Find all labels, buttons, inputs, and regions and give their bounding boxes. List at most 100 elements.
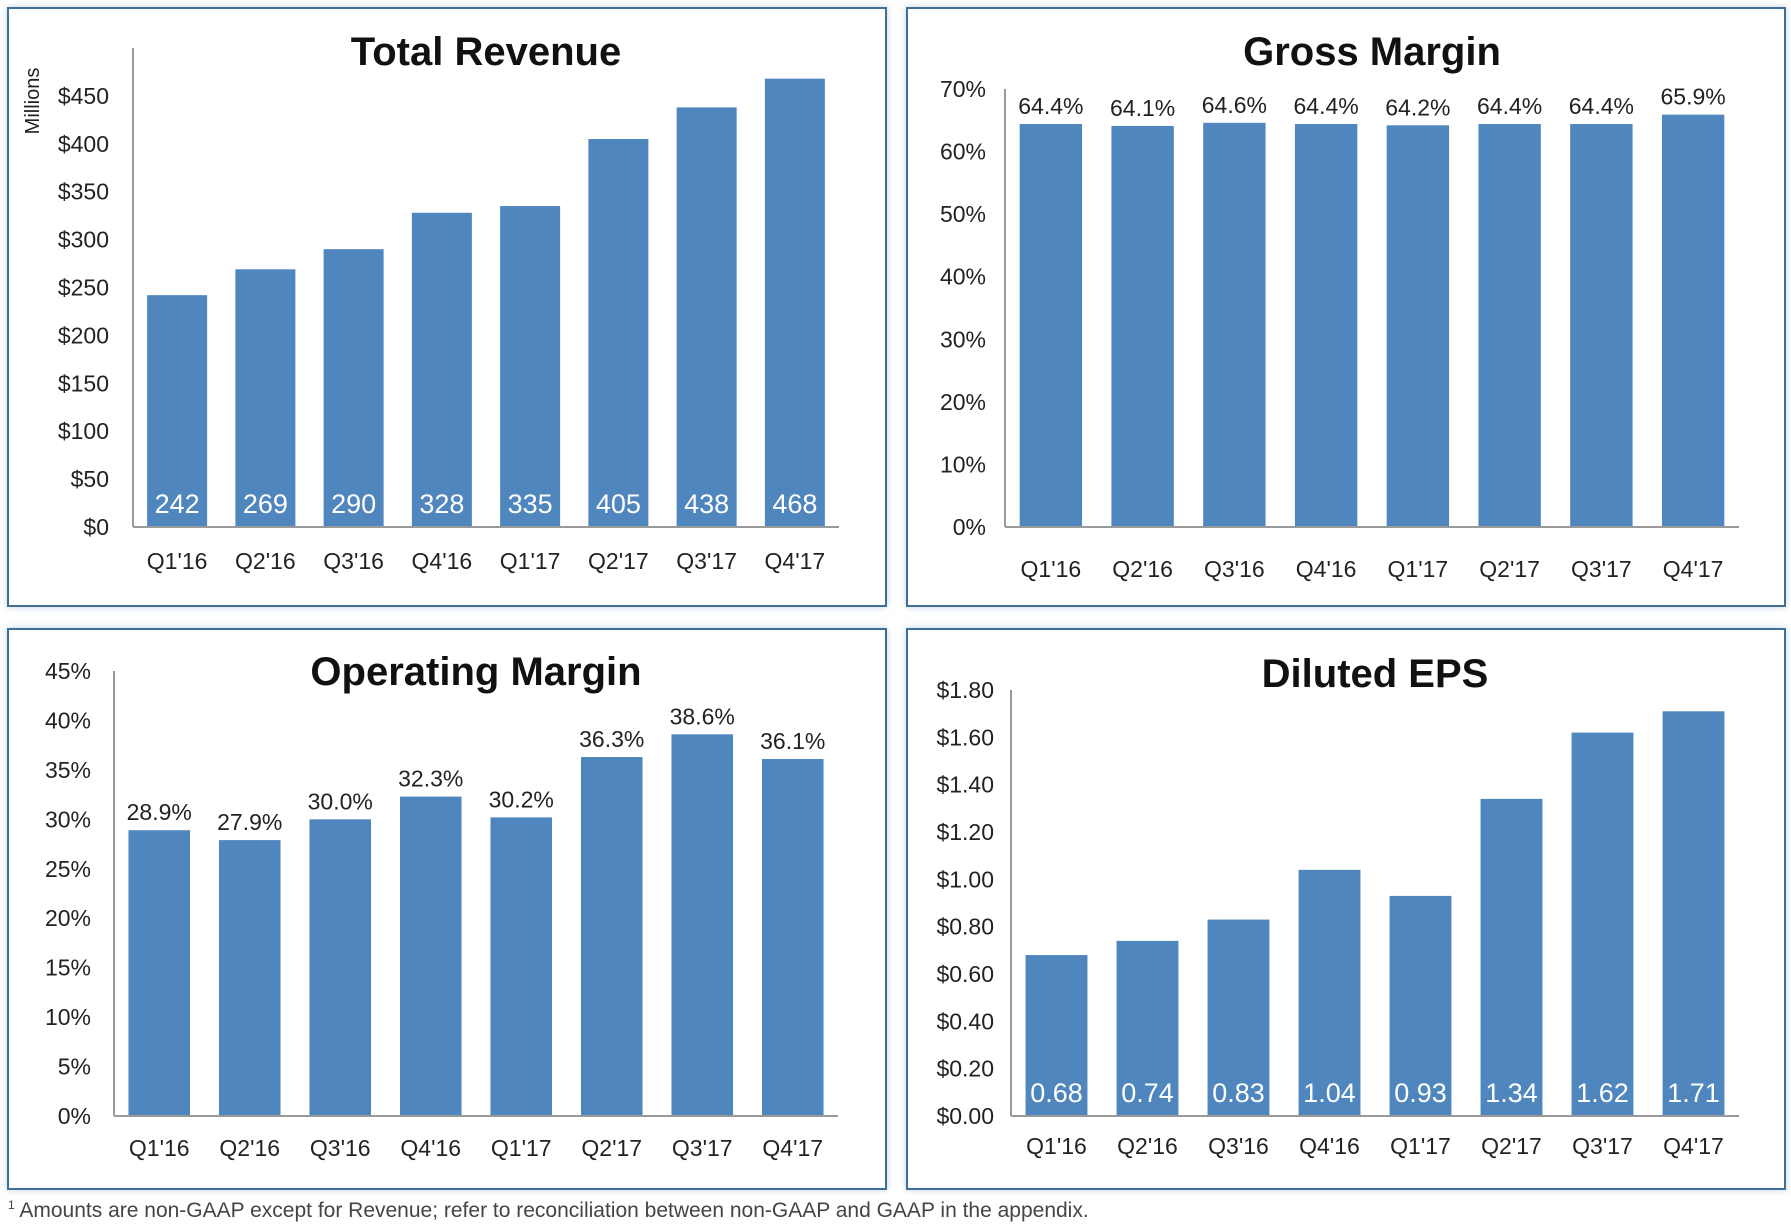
- x-tick-label: Q4'16: [412, 548, 473, 574]
- x-tick-label: Q4'16: [1299, 1133, 1360, 1159]
- y-tick-label: $1.20: [936, 819, 994, 845]
- y-tick-label: $300: [58, 227, 109, 253]
- data-label: 1.62: [1576, 1078, 1629, 1108]
- bar-Q2'17: [588, 139, 649, 527]
- bar-Q3'17: [1571, 732, 1634, 1116]
- bar-Q4'16: [1298, 869, 1361, 1116]
- bar-Q2'16: [1111, 125, 1174, 527]
- x-tick-label: Q4'16: [1296, 556, 1357, 582]
- data-label: 335: [508, 489, 553, 519]
- bar-Q3'17: [676, 107, 737, 528]
- bar-Q3'17: [671, 734, 734, 1116]
- y-tick-label: 30%: [940, 326, 986, 352]
- y-axis-label: Millions: [22, 68, 44, 135]
- data-label: 28.9%: [127, 799, 192, 825]
- x-tick-label: Q1'16: [1026, 1133, 1087, 1159]
- bar-Q3'17: [1570, 124, 1633, 527]
- x-tick-label: Q4'17: [765, 548, 826, 574]
- x-tick-label: Q3'17: [676, 548, 737, 574]
- y-tick-label: $0: [83, 514, 109, 540]
- bar-Q4'17: [1661, 114, 1725, 527]
- chart-title: Gross Margin: [1243, 30, 1501, 74]
- y-tick-label: 35%: [45, 757, 91, 783]
- y-tick-label: $350: [58, 179, 109, 205]
- y-tick-label: $100: [58, 418, 109, 444]
- x-tick-label: Q3'17: [672, 1135, 733, 1161]
- y-tick-label: $150: [58, 370, 109, 396]
- x-tick-label: Q2'17: [1479, 556, 1540, 582]
- data-label: 36.1%: [760, 728, 825, 754]
- bar-Q1'16: [1019, 124, 1083, 527]
- data-label: 405: [596, 489, 641, 519]
- bar-Q4'17: [764, 78, 825, 527]
- y-tick-label: 20%: [45, 905, 91, 931]
- bar-Q1'17: [490, 817, 553, 1116]
- footnote-marker: 1: [8, 1198, 15, 1212]
- data-label: 64.1%: [1110, 95, 1175, 121]
- x-tick-label: Q3'17: [1571, 556, 1632, 582]
- data-label: 64.6%: [1202, 92, 1267, 118]
- bar-Q2'17: [580, 757, 643, 1116]
- y-tick-label: $1.00: [936, 866, 994, 892]
- y-tick-label: $1.80: [936, 677, 994, 703]
- y-tick-label: 50%: [940, 201, 986, 227]
- data-label: 64.4%: [1294, 93, 1359, 119]
- x-tick-label: Q2'17: [581, 1135, 642, 1161]
- x-tick-label: Q2'17: [588, 548, 649, 574]
- bar-Q1'16: [128, 830, 191, 1116]
- y-tick-label: 60%: [940, 139, 986, 165]
- bar-Q4'16: [411, 212, 472, 527]
- y-tick-label: 40%: [45, 707, 91, 733]
- y-tick-label: 0%: [58, 1103, 91, 1129]
- y-tick-label: $1.40: [936, 772, 994, 798]
- x-tick-label: Q1'16: [129, 1135, 190, 1161]
- bar-Q1'17: [1386, 125, 1450, 527]
- x-tick-label: Q3'16: [310, 1135, 371, 1161]
- bar-Q3'16: [323, 249, 384, 527]
- data-label: 64.4%: [1477, 93, 1542, 119]
- y-tick-label: 25%: [45, 856, 91, 882]
- data-label: 36.3%: [579, 726, 644, 752]
- data-label: 438: [684, 489, 729, 519]
- x-tick-label: Q1'17: [491, 1135, 552, 1161]
- total-revenue-chart: Total Revenue Millions $0 $50 $100 $150 $200 $2…: [7, 7, 887, 607]
- data-label: 328: [419, 489, 464, 519]
- bar-Q1'16: [147, 295, 208, 527]
- y-tick-label: 20%: [940, 389, 986, 415]
- x-tick-label: Q1'16: [147, 548, 208, 574]
- data-label: 64.2%: [1385, 94, 1450, 120]
- y-tick-label: 0%: [953, 514, 986, 540]
- operating-margin-svg: Operating Margin 0% 5% 10% 15% 20% 25% 30% 35% 40…: [45, 650, 838, 1161]
- operating-margin-chart: Operating Margin 0% 5% 10% 15% 20% 25% 30% 35% 40…: [7, 628, 887, 1190]
- y-tick-label: 15%: [45, 955, 91, 981]
- data-label: 0.83: [1212, 1078, 1265, 1108]
- x-tick-label: Q1'17: [500, 548, 561, 574]
- bar-Q1'17: [500, 206, 561, 527]
- x-tick-label: Q3'16: [323, 548, 384, 574]
- data-label: 290: [331, 489, 376, 519]
- data-label: 65.9%: [1661, 84, 1726, 110]
- y-tick-label: $0.00: [936, 1103, 994, 1129]
- bar-Q4'17: [761, 759, 824, 1116]
- y-tick-label: $0.40: [936, 1008, 994, 1034]
- data-label: 32.3%: [398, 766, 463, 792]
- y-tick-label: 5%: [58, 1054, 91, 1080]
- bar-Q2'16: [1116, 940, 1179, 1116]
- x-tick-label: Q3'17: [1572, 1133, 1633, 1159]
- gross-margin-chart: Gross Margin 0% 10% 20% 30% 40% 50% 60% 70% 64.4%…: [906, 7, 1786, 607]
- bar-Q4'16: [1294, 124, 1358, 527]
- data-label: 1.04: [1303, 1078, 1356, 1108]
- y-tick-label: 45%: [45, 658, 91, 684]
- y-tick-label: 30%: [45, 806, 91, 832]
- chart-title: Diluted EPS: [1262, 652, 1489, 696]
- bar-Q3'16: [309, 819, 372, 1116]
- data-label: 64.4%: [1018, 93, 1083, 119]
- x-tick-label: Q3'16: [1208, 1133, 1269, 1159]
- y-tick-label: $0.20: [936, 1056, 994, 1082]
- bar-Q4'17: [1662, 711, 1725, 1116]
- data-label: 1.71: [1667, 1078, 1720, 1108]
- bar-Q1'17: [1389, 895, 1452, 1116]
- total-revenue-svg: Total Revenue Millions $0 $50 $100 $150 $200 $2…: [22, 30, 839, 574]
- data-label: 242: [155, 489, 200, 519]
- data-label: 0.74: [1121, 1078, 1174, 1108]
